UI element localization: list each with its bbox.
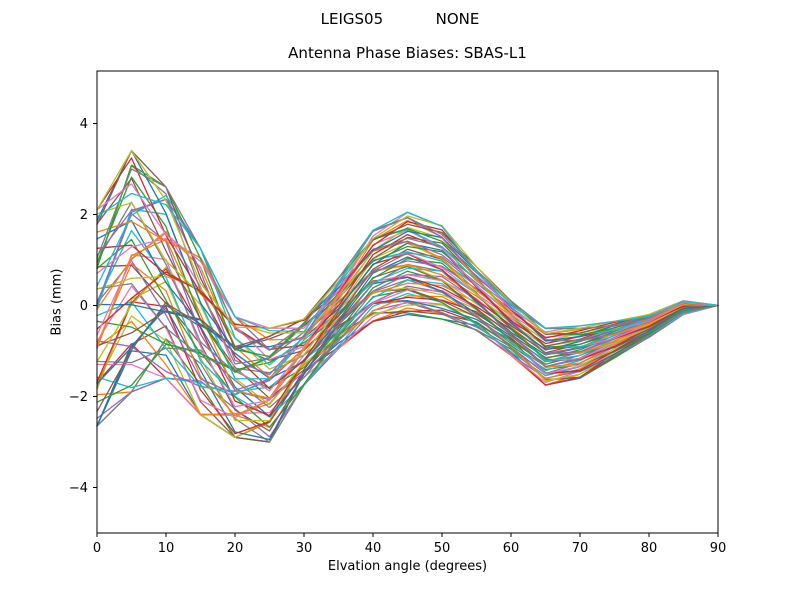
series-line: [96, 263, 719, 417]
x-tick-label: 0: [93, 541, 101, 556]
x-tick-label: 50: [434, 541, 451, 556]
figure-suptitle: LEIGS05 NONE: [320, 10, 480, 28]
series-line: [96, 238, 719, 399]
y-tick-label: −2: [69, 390, 88, 405]
y-tick-label: 2: [80, 208, 88, 223]
series-line: [96, 299, 719, 441]
series-line: [96, 213, 719, 391]
series-line: [96, 157, 719, 339]
x-tick-label: 40: [365, 541, 382, 556]
plot-area-border: [96, 70, 719, 534]
y-tick-label: 0: [80, 299, 88, 314]
x-axis-label: Elvation angle (degrees): [327, 559, 488, 574]
x-tick-label: 10: [158, 541, 175, 556]
series-line: [96, 150, 719, 348]
series-line: [96, 268, 719, 417]
series-line: [96, 164, 719, 358]
y-tick-label: −4: [69, 481, 88, 496]
series-line: [96, 198, 719, 376]
x-tick-label: 30: [296, 541, 313, 556]
y-tick-label: 4: [80, 117, 88, 132]
x-tick-label: 20: [227, 541, 244, 556]
chart-title: Antenna Phase Biases: SBAS-L1: [288, 44, 527, 62]
series-line: [96, 192, 719, 333]
x-tick-label: 80: [641, 541, 658, 556]
series-line: [96, 288, 719, 432]
x-tick-label: 70: [572, 541, 589, 556]
x-tick-label: 60: [503, 541, 520, 556]
x-tick-label: 90: [710, 541, 727, 556]
series-line: [96, 280, 719, 422]
series-line: [96, 264, 719, 406]
series-line: [96, 304, 719, 443]
